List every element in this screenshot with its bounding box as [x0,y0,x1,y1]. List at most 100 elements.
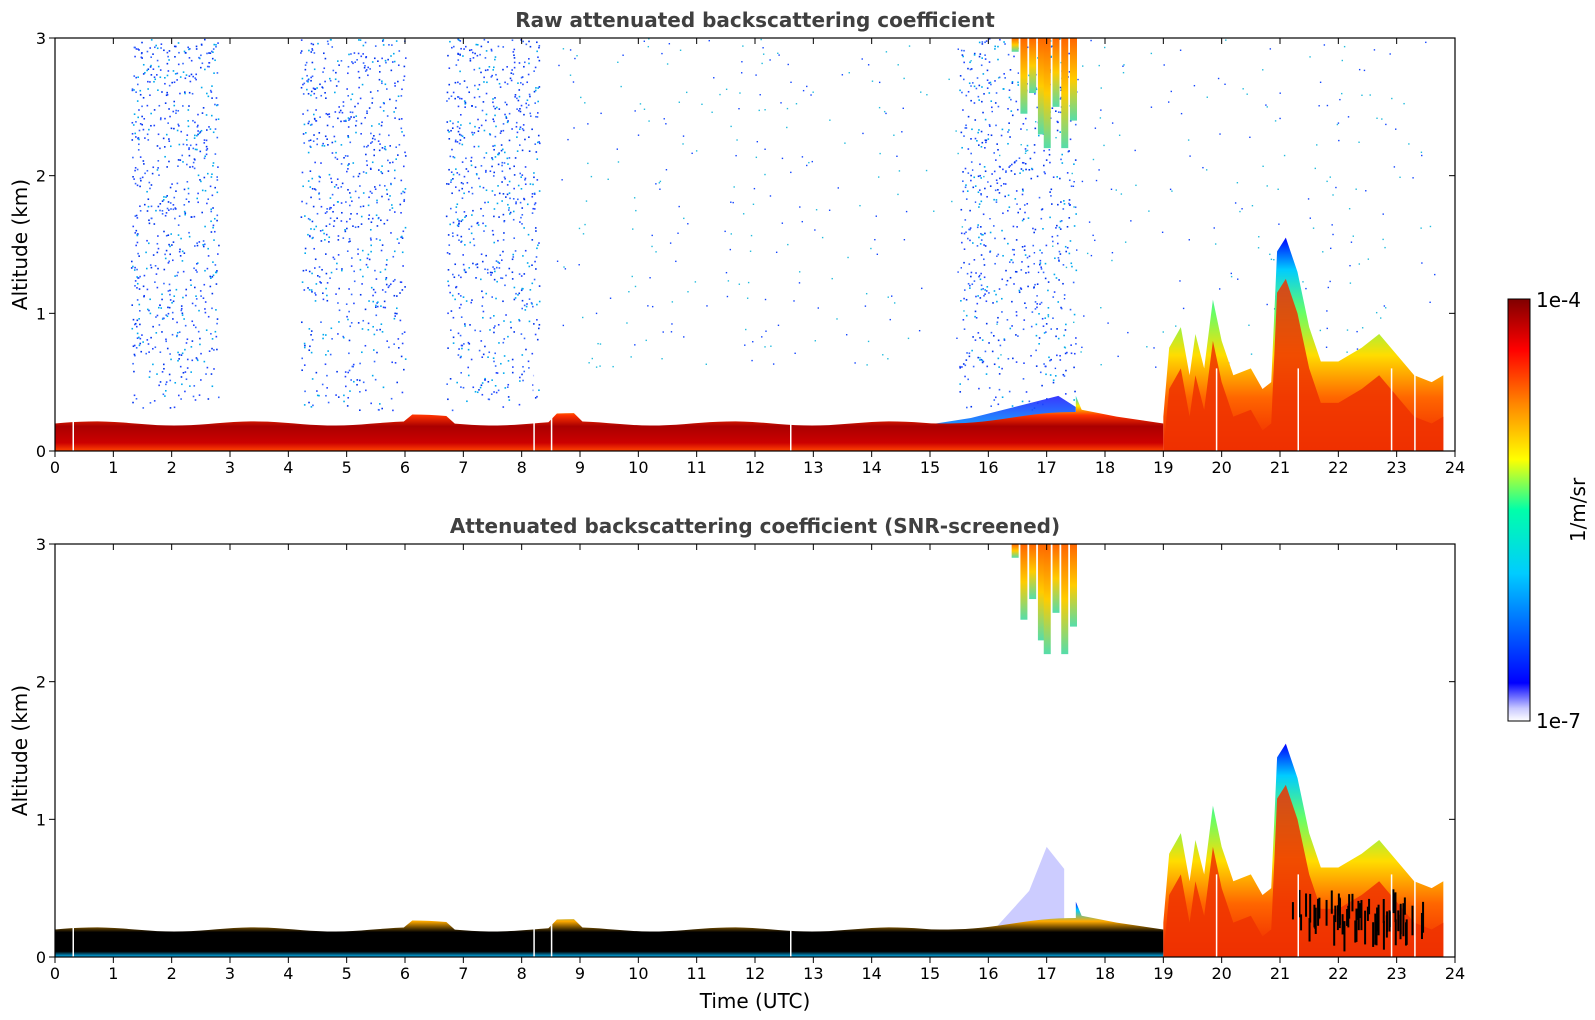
noise-speck [460,181,463,184]
noise-speck [764,109,766,111]
noise-speck [631,275,633,278]
noise-speck [527,360,530,363]
noise-speck [983,93,985,95]
noise-speck [146,288,149,291]
noise-speck [141,105,143,108]
noise-speck [764,346,766,348]
noise-speck [790,171,792,174]
noise-speck [983,244,985,246]
noise-speck [1384,307,1387,309]
noise-speck [347,188,349,191]
noise-speck [177,224,180,226]
noise-speck [1163,64,1165,66]
noise-speck [161,318,164,320]
noise-speck [310,79,312,82]
noise-speck [349,240,351,243]
noise-speck [158,324,161,326]
noise-speck [461,344,464,347]
noise-speck [492,175,495,177]
noise-speck [492,118,495,121]
noise-speck [208,65,210,68]
noise-speck [471,192,474,195]
noise-speck [519,172,521,175]
x-tick-label: 14 [861,458,881,477]
noise-speck [200,129,203,132]
noise-speck [451,148,453,151]
noise-speck [148,309,150,312]
noise-speck [402,230,405,233]
noise-speck [198,132,201,135]
noise-speck [964,364,967,367]
noise-speck [1273,259,1275,261]
noise-speck [1042,227,1044,230]
noise-speck [136,332,139,335]
noise-speck [521,149,524,152]
x-tick-label: 19 [1153,964,1173,983]
noise-speck [378,65,381,67]
noise-speck [473,145,476,148]
noise-speck [494,365,497,367]
noise-speck [515,292,517,295]
noise-speck [713,77,715,79]
noise-speck [1025,150,1027,152]
noise-speck [156,145,159,147]
noise-speck [314,292,316,294]
noise-speck [200,86,203,89]
noise-speck [1189,155,1191,157]
noise-speck [450,129,452,132]
noise-speck [347,164,349,167]
noise-speck [971,349,973,352]
noise-speck [671,323,673,325]
noise-speck [494,194,496,196]
noise-speck [971,82,974,84]
noise-speck [1399,176,1401,179]
noise-speck [170,127,173,130]
noise-speck [314,189,317,191]
noise-speck [390,69,393,72]
noise-speck [338,106,340,108]
noise-speck [980,239,983,241]
noise-speck [1055,110,1057,113]
noise-speck [398,242,400,244]
noise-speck [142,128,145,131]
noise-speck [513,187,515,190]
noise-speck [358,86,360,89]
noise-speck [1269,48,1272,50]
noise-speck [764,173,766,176]
noise-speck [1318,105,1320,107]
noise-speck [342,105,345,107]
noise-speck [879,152,881,155]
noise-speck [1060,306,1062,309]
noise-speck [871,80,874,82]
noise-speck [1004,195,1007,198]
noise-speck [1349,264,1351,267]
noise-speck [174,55,176,58]
noise-speck [351,365,354,368]
noise-speck [964,375,966,378]
noise-speck [193,137,196,139]
boundary-layer-cell [1422,901,1425,933]
noise-speck [469,58,472,60]
noise-speck [176,79,178,81]
noise-speck [353,116,355,119]
noise-speck [210,210,213,213]
noise-speck [978,387,980,390]
noise-speck [609,297,612,299]
noise-speck [154,281,156,283]
noise-speck [524,309,527,311]
noise-speck [521,207,524,209]
noise-speck [308,139,310,142]
noise-speck [337,235,340,237]
noise-speck [513,237,516,240]
noise-speck [725,271,728,274]
noise-speck [1024,302,1026,305]
noise-speck [883,110,886,113]
noise-speck [491,229,494,232]
noise-speck [1037,271,1040,274]
noise-speck [136,217,139,219]
noise-speck [1278,223,1280,225]
noise-speck [1103,144,1105,147]
noise-speck [212,51,214,53]
noise-speck [318,192,321,194]
noise-speck [984,139,987,142]
